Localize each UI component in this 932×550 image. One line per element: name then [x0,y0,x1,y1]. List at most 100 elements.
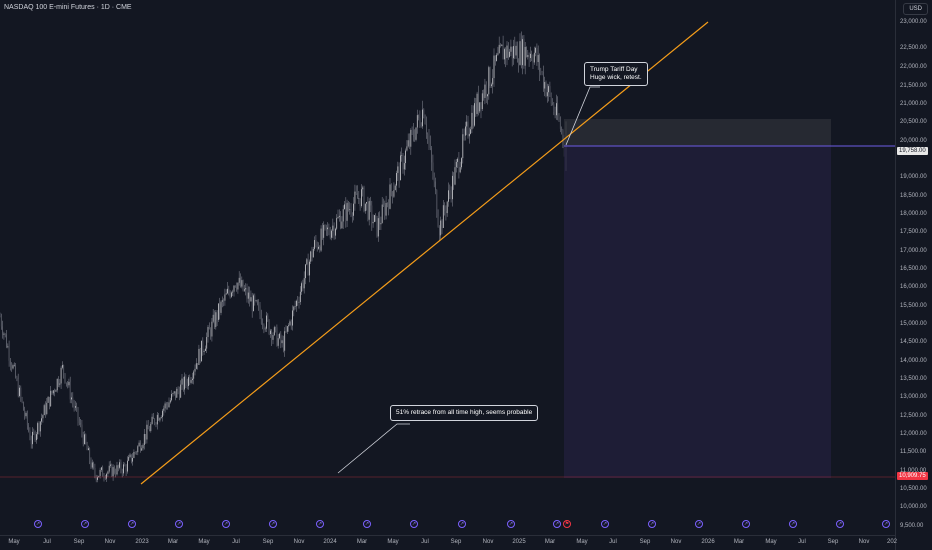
target-zone[interactable] [564,146,831,478]
currency-button[interactable]: USD [903,3,928,15]
price-label: 14,500.00 [900,339,927,345]
candle-body [49,396,50,407]
retrace-callout-pointer [337,423,410,474]
candle-body [316,243,318,249]
candle-body [355,191,357,194]
candle-body [271,330,273,340]
tariff-callout[interactable]: Trump Tariff Day Huge wick, retest. [584,62,648,86]
candle-body [119,462,120,468]
dividend-event-icon[interactable]: ↗ [458,520,466,528]
candle-body [426,124,427,135]
dividend-event-icon[interactable]: ↗ [175,520,183,528]
candle-body [89,448,91,461]
candle-body [63,365,65,374]
candle-body [415,127,417,140]
dividend-event-icon[interactable]: ↗ [410,520,418,528]
candle-body [215,312,217,328]
candle-body [106,473,107,479]
candle-body [181,378,183,385]
dividend-event-icon[interactable]: ↗ [836,520,844,528]
dividend-event-icon[interactable]: ↗ [695,520,703,528]
flag-alert-icon[interactable]: ⚑ [563,520,571,528]
candle-body [556,103,557,116]
dividend-event-icon[interactable]: ↗ [882,520,890,528]
candle-body [302,283,304,289]
candle-body [78,420,80,424]
time-label: Sep [450,539,462,545]
candle-body [10,360,11,365]
dividend-event-icon[interactable]: ↗ [269,520,277,528]
candle-body [6,334,7,348]
candle-body [361,189,362,207]
dividend-event-icon[interactable]: ↗ [742,520,750,528]
candle-body [294,306,296,307]
candle-body [319,246,321,251]
candle-body [102,467,104,477]
candle-body [107,471,109,474]
candle-body [149,429,150,431]
candle-body [506,45,508,59]
candle-body [328,227,330,234]
candle-body [364,203,366,212]
candle-body [437,216,439,227]
retrace-callout[interactable]: 51% retrace from all time high, seems pr… [390,405,539,421]
candle-body [483,93,484,99]
candle-body [537,55,539,63]
candle-body [130,454,132,462]
dividend-event-icon[interactable]: ↗ [789,520,797,528]
candle-body [429,143,431,148]
dividend-event-icon[interactable]: ↗ [363,520,371,528]
candle-body [266,315,267,329]
candle-body [112,467,114,477]
dividend-event-icon[interactable]: ↗ [34,520,42,528]
candle-body [345,204,347,221]
candle-body [188,377,189,387]
candle-body [374,215,375,222]
candle-body [376,215,378,237]
candle-body [275,327,276,328]
candle-body [504,49,505,60]
candle-body [36,434,37,441]
candle-body [97,477,98,480]
candle-body [472,112,474,126]
candle-body [237,282,239,290]
dividend-event-icon[interactable]: ↗ [316,520,324,528]
candle-body [167,405,169,408]
candle-body [485,84,487,97]
resistance-zone[interactable] [564,119,831,146]
candle-body [340,215,341,229]
time-label: May [765,539,777,545]
dividend-event-icon[interactable]: ↗ [648,520,656,528]
candle-body [467,121,469,137]
candle-body [21,397,23,402]
candle-body [110,464,111,466]
candle-body [312,248,314,258]
dividend-event-icon[interactable]: ↗ [128,520,136,528]
candle-body [533,52,535,63]
dividend-event-icon[interactable]: ↗ [507,520,515,528]
candle-body [240,277,241,287]
candle-body [214,314,215,328]
current-price-tag: 19,758.00 [897,147,928,155]
candle-body [413,130,414,138]
dividend-event-icon[interactable]: ↗ [601,520,609,528]
dividend-event-icon[interactable]: ↗ [553,520,561,528]
trendline[interactable] [140,21,709,485]
candle-body [489,67,491,87]
candle-body [331,230,332,238]
candle-body [71,397,72,400]
candle-body [559,120,561,129]
candle-body [221,300,223,302]
candle-body [344,204,345,210]
candle-body [388,203,390,209]
candle-body [68,381,70,386]
dividend-event-icon[interactable]: ↗ [222,520,230,528]
dividend-event-icon[interactable]: ↗ [81,520,89,528]
time-label: Mar [356,539,368,545]
candle-body [314,240,315,249]
candle-body [484,84,486,99]
candle-body [281,340,283,344]
time-label: May [576,539,588,545]
candle-body [228,288,230,293]
